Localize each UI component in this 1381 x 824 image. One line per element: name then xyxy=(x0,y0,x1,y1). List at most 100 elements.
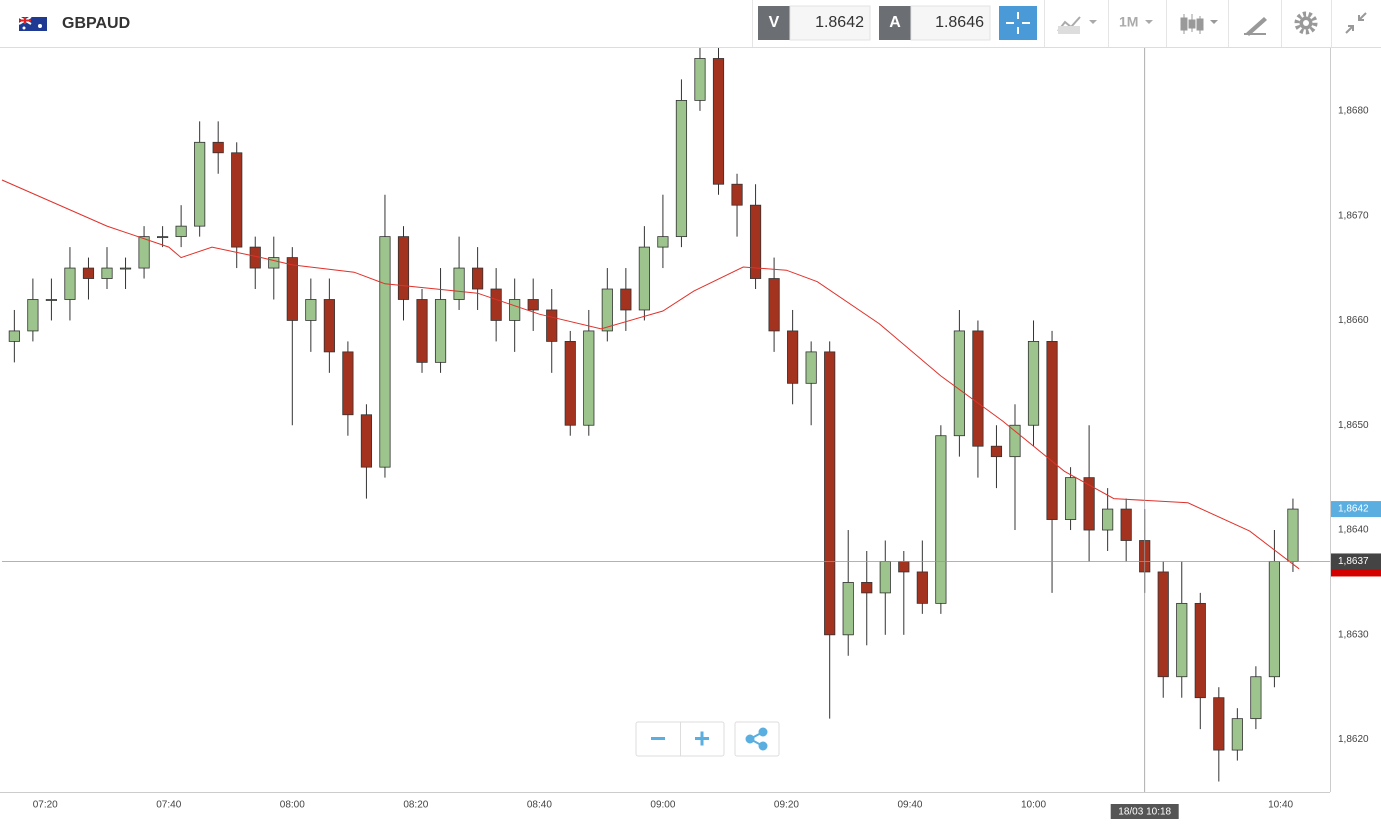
zoom-in[interactable] xyxy=(695,731,709,746)
candle-body xyxy=(231,152,243,248)
candle-body xyxy=(8,330,20,342)
candle-body xyxy=(379,236,391,468)
candle-body xyxy=(1064,477,1077,520)
candle-body xyxy=(583,330,595,426)
zoom-out[interactable] xyxy=(651,737,665,740)
candle-body xyxy=(1083,477,1095,531)
candle-body xyxy=(268,257,280,269)
bid-price: 1.8642 xyxy=(815,14,864,31)
candle-body xyxy=(898,561,910,573)
draw-button[interactable] xyxy=(1244,17,1267,36)
share-box xyxy=(734,721,780,757)
candle-body xyxy=(990,445,1003,458)
ask-label: A xyxy=(889,14,901,31)
bid-box[interactable] xyxy=(789,5,871,41)
y-tick-label: 1,8630 xyxy=(1338,629,1369,640)
share-button[interactable] xyxy=(745,727,768,751)
y-tick-label: 1,8680 xyxy=(1338,106,1369,117)
candle-body xyxy=(601,288,613,332)
candle-body xyxy=(731,183,743,206)
collapse-button[interactable] xyxy=(1345,12,1367,34)
timeframe[interactable]: 1M xyxy=(1119,14,1138,30)
settings-button[interactable] xyxy=(1294,11,1318,35)
candle-body xyxy=(1194,602,1206,699)
candle-body xyxy=(286,257,298,321)
candle-body xyxy=(27,299,39,332)
candle-body xyxy=(879,561,891,594)
symbol: GBPAUD xyxy=(62,15,130,32)
candle-body xyxy=(212,141,224,154)
chart-type-button[interactable] xyxy=(1180,14,1218,34)
crosshair-button[interactable] xyxy=(999,6,1037,40)
indicator-button[interactable] xyxy=(1057,16,1097,34)
candle-body xyxy=(1046,341,1058,520)
x-tick-label: 10:40 xyxy=(1268,800,1293,811)
candle-body xyxy=(490,288,502,321)
candle-body xyxy=(620,288,632,311)
candle-body xyxy=(453,267,465,300)
bid-label-box xyxy=(758,6,790,40)
current-price-label: 1,8637 xyxy=(1338,556,1369,567)
candle-body xyxy=(546,309,558,342)
x-tick-label: 08:40 xyxy=(527,800,552,811)
candle-body xyxy=(1009,424,1021,458)
candle-body xyxy=(342,351,354,416)
candle-body xyxy=(657,236,669,248)
candle-body xyxy=(527,299,539,311)
crosshair-icon xyxy=(1006,12,1030,34)
candle-body xyxy=(768,278,780,332)
candle-body xyxy=(935,435,947,604)
candle-body xyxy=(175,225,187,238)
candle-body xyxy=(1213,697,1225,751)
candle-body xyxy=(1102,508,1114,531)
candle-body xyxy=(1027,341,1040,426)
zoom-controls xyxy=(635,721,780,757)
candle-body xyxy=(953,330,965,437)
candle-body xyxy=(1268,561,1280,678)
candle-body xyxy=(1176,602,1188,678)
candle-body xyxy=(416,299,428,363)
dropdown-arrow xyxy=(1145,20,1153,24)
candle-body xyxy=(916,571,928,604)
bid-label: V xyxy=(769,14,780,31)
current-price-badge xyxy=(1331,553,1381,570)
candle-body xyxy=(45,299,58,301)
candle-body xyxy=(861,582,873,594)
y-tick-label: 1,8670 xyxy=(1338,210,1369,221)
x-tick-label: 09:40 xyxy=(897,800,922,811)
candle-body xyxy=(842,582,854,636)
flag xyxy=(18,16,47,31)
candle-body xyxy=(323,299,335,353)
candle-body xyxy=(249,246,261,269)
candle-body xyxy=(119,267,132,270)
candle-body xyxy=(434,299,447,363)
y-tick-label: 1,8650 xyxy=(1338,420,1369,431)
candle-body xyxy=(694,58,706,101)
ask-price: 1.8646 xyxy=(935,14,984,31)
y-tick-label: 1,8620 xyxy=(1338,734,1369,745)
candle-body xyxy=(472,267,484,290)
toolbar xyxy=(0,0,1381,47)
y-tick-label: 1,8660 xyxy=(1338,315,1369,326)
candle-body xyxy=(824,351,836,636)
candle-body xyxy=(305,299,317,321)
candle-body xyxy=(101,267,113,279)
last-price-label: 1,8642 xyxy=(1338,504,1369,515)
candle-body xyxy=(157,236,169,239)
candle-body xyxy=(82,267,95,279)
candle-body xyxy=(749,204,762,279)
candle-body xyxy=(564,341,576,426)
candle-body xyxy=(1287,508,1299,562)
x-tick-label: 09:00 xyxy=(650,800,675,811)
candle-body xyxy=(138,236,150,269)
candle-body xyxy=(712,58,725,185)
candle-body xyxy=(1157,571,1169,678)
y-tick-label: 1,8640 xyxy=(1338,525,1369,536)
x-tick-label: 08:20 xyxy=(403,800,428,811)
candle-body xyxy=(787,330,799,384)
ask-box[interactable] xyxy=(910,5,991,41)
ask-label-box xyxy=(879,6,911,40)
last-price-badge xyxy=(1331,501,1381,518)
